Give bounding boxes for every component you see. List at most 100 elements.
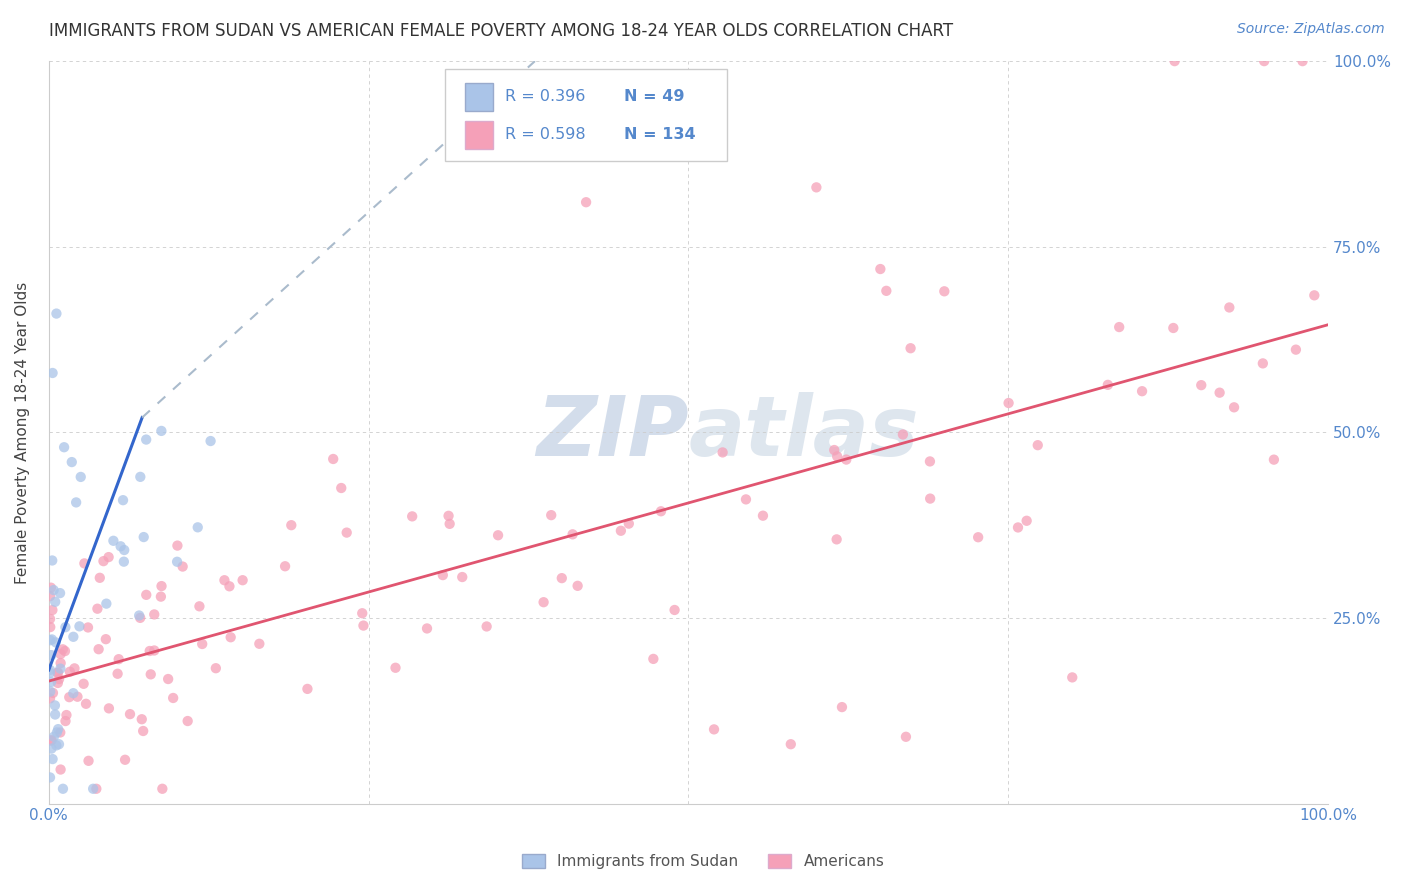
Point — [891, 427, 914, 442]
Point — [135, 433, 157, 447]
Point — [96, 597, 118, 611]
Point — [63, 661, 86, 675]
Point — [45, 307, 67, 321]
Point — [49, 656, 72, 670]
Point — [139, 667, 162, 681]
Point — [39, 620, 62, 634]
Point — [437, 508, 460, 523]
Point — [825, 450, 848, 464]
Point — [384, 661, 406, 675]
Point — [1285, 343, 1308, 357]
Point — [900, 341, 922, 355]
Point — [42, 730, 65, 744]
Text: N = 134: N = 134 — [624, 128, 696, 142]
Point — [875, 284, 897, 298]
Point — [1223, 401, 1246, 415]
Point — [41, 603, 63, 617]
Point — [162, 690, 184, 705]
Point — [132, 530, 155, 544]
Point — [617, 516, 640, 531]
Point — [52, 781, 75, 796]
Point — [39, 589, 62, 603]
Point — [112, 555, 135, 569]
Point — [894, 730, 917, 744]
Point — [486, 528, 509, 542]
Point — [533, 595, 555, 609]
Point — [416, 622, 439, 636]
Point — [150, 424, 173, 438]
Point — [129, 470, 152, 484]
Point — [69, 470, 91, 484]
FancyBboxPatch shape — [446, 69, 727, 161]
Point — [149, 590, 172, 604]
Point — [157, 672, 180, 686]
Point — [52, 642, 75, 657]
Point — [214, 573, 236, 587]
Point — [72, 677, 94, 691]
Point — [1291, 54, 1313, 69]
Point — [575, 195, 598, 210]
Point — [129, 611, 152, 625]
Point — [1251, 356, 1274, 370]
Point — [218, 579, 240, 593]
Legend: Immigrants from Sudan, Americans: Immigrants from Sudan, Americans — [516, 848, 890, 875]
Point — [39, 663, 62, 677]
Point — [44, 698, 66, 713]
Point — [75, 697, 97, 711]
Point — [49, 662, 72, 676]
Point — [135, 588, 157, 602]
Point — [46, 665, 69, 680]
Point — [97, 550, 120, 565]
Point — [967, 530, 990, 544]
Point — [55, 714, 77, 728]
Point — [247, 637, 270, 651]
Point — [39, 684, 62, 698]
Point — [111, 493, 134, 508]
Point — [920, 491, 942, 506]
Point — [55, 620, 77, 634]
Point — [643, 652, 665, 666]
Point — [42, 583, 65, 598]
Point — [869, 262, 891, 277]
Point — [42, 686, 65, 700]
Point — [191, 637, 214, 651]
Point — [49, 763, 72, 777]
Point — [41, 366, 63, 380]
Point — [172, 559, 194, 574]
Point — [39, 733, 62, 747]
Point — [41, 553, 63, 567]
Point — [336, 525, 359, 540]
Point — [997, 396, 1019, 410]
Point — [44, 595, 66, 609]
Point — [664, 603, 686, 617]
Point — [280, 518, 302, 533]
Point — [132, 723, 155, 738]
Point — [39, 648, 62, 662]
Point — [188, 599, 211, 614]
Point — [432, 568, 454, 582]
Point — [41, 733, 63, 747]
Y-axis label: Female Poverty Among 18-24 Year Olds: Female Poverty Among 18-24 Year Olds — [15, 281, 30, 583]
Point — [297, 681, 319, 696]
Point — [752, 508, 775, 523]
Point — [55, 708, 77, 723]
Point — [1026, 438, 1049, 452]
Point — [1263, 452, 1285, 467]
Point — [86, 781, 108, 796]
Point — [112, 543, 135, 558]
Point — [176, 714, 198, 728]
Point — [166, 539, 188, 553]
Point — [330, 481, 353, 495]
Point — [1015, 514, 1038, 528]
Point — [219, 630, 242, 644]
Point — [825, 533, 848, 547]
Point — [561, 527, 583, 541]
Point — [1062, 670, 1084, 684]
Point — [1218, 301, 1240, 315]
Point — [45, 725, 67, 739]
Point — [551, 571, 574, 585]
Point — [39, 691, 62, 706]
Point — [49, 725, 72, 739]
Point — [45, 739, 67, 753]
Point — [831, 700, 853, 714]
